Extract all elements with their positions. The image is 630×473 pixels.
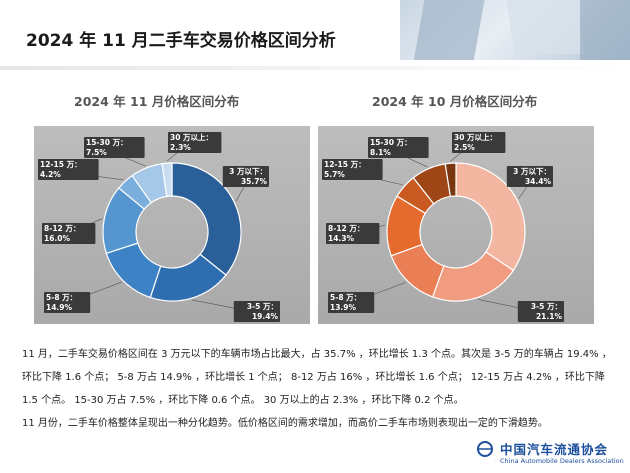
data-label-name-2: 5-8 万： [330,293,361,302]
data-label-6: 30 万以上：2.5% [452,132,506,153]
data-label-value-1: 21.1% [536,312,563,321]
data-label-box-6 [168,132,222,153]
cada-logo-icon [477,441,493,457]
description-paragraph-1: 11 月，二手车交易价格区间在 3 万元以下的车辆市场占比最大，占 35.7% … [22,349,612,406]
data-label-3: 8-12 万：14.3% [326,223,380,244]
data-label-value-2: 14.9% [46,303,73,312]
donut-slice-0 [455,162,526,272]
donut-slice-0 [171,162,242,276]
data-label-1: 3-5 万：19.4% [233,301,280,322]
data-label-name-4: 12-15 万： [324,160,366,169]
data-label-box-4 [322,159,383,180]
data-label-4: 12-15 万：5.7% [322,159,383,180]
data-label-0: 3 万以下：34.4% [506,166,553,187]
data-label-box-6 [452,132,506,153]
data-label-box-0 [506,166,553,187]
data-label-6: 30 万以上：2.3% [168,132,222,153]
data-label-name-0: 3 万以下： [229,167,267,176]
data-label-box-5 [368,137,429,158]
description: 11 月，二手车交易价格区间在 3 万元以下的车辆市场占比最大，占 35.7% … [22,343,612,435]
header-banner: 2024 年 11 月二手车交易价格区间分析 [0,0,630,72]
footer-org-name-en: China Automobile Dealers Association [500,457,624,465]
data-label-name-3: 8-12 万： [328,224,364,233]
chart-title-november: 2024 年 11 月价格区间分布 [74,94,240,109]
data-label-1: 3-5 万：21.1% [517,301,564,322]
data-label-2: 5-8 万：13.9% [328,292,375,313]
data-label-value-0: 35.7% [241,177,268,186]
data-label-value-0: 34.4% [525,177,552,186]
data-label-box-2 [328,292,375,313]
data-label-name-4: 12-15 万： [40,160,82,169]
data-label-name-0: 3 万以下： [513,167,551,176]
data-label-value-2: 13.9% [330,303,357,312]
data-label-value-3: 16.0% [44,234,71,243]
data-label-5: 15-30 万：7.5% [84,137,145,158]
data-label-name-1: 3-5 万： [247,302,278,311]
data-label-box-3 [326,223,380,244]
data-label-2: 5-8 万：14.9% [44,292,91,313]
donut-chart-october: 3 万以下：34.4% 3-5 万：21.1% 5-8 万：13.9% 8-12 万：… [322,132,564,322]
data-label-value-3: 14.3% [328,234,355,243]
data-label-value-5: 8.1% [370,148,391,157]
data-label-box-3 [42,223,96,244]
donut-slice-6 [444,162,457,198]
data-label-value-4: 4.2% [40,170,61,179]
data-label-value-6: 2.3% [170,143,191,152]
data-label-box-5 [84,137,145,158]
data-label-value-6: 2.5% [454,143,475,152]
page-title: 2024 年 11 月二手车交易价格区间分析 [26,31,336,51]
footer-org-name-cn: 中国汽车流通协会 [500,442,609,457]
data-label-0: 3 万以下：35.7% [222,166,269,187]
chart-panel-november: 3 万以下： 35.7% 3-5 万： 19.4% 5-8 万： 14.9% 8-12 万：… [34,126,310,324]
data-label-3: 8-12 万：16.0% [42,223,96,244]
data-label-4: 12-15 万：4.2% [38,159,99,180]
description-paragraph-2: 11 月份，二手车价格整体呈现出一种分化趋势。低价格区间的需求增加，而高价二手车… [22,418,548,429]
data-label-name-2: 5-8 万： [46,293,77,302]
data-label-name-5: 15-30 万： [86,138,128,147]
data-label-value-4: 5.7% [324,170,345,179]
data-label-value-5: 7.5% [86,148,107,157]
data-label-box-4 [38,159,99,180]
chart-title-october: 2024 年 10 月价格区间分布 [372,94,538,109]
data-label-5: 15-30 万：8.1% [368,137,429,158]
header-divider [0,66,630,70]
data-label-name-6: 30 万以上： [454,132,497,142]
donut-slice-6 [161,162,173,198]
header-photo [400,0,630,60]
data-label-name-3: 8-12 万： [44,224,80,233]
data-label-box-1 [233,301,280,322]
data-label-value-1: 19.4% [252,312,279,321]
data-label-name-6: 30 万以上： [170,132,213,142]
data-label-box-1 [517,301,564,322]
data-label-name-5: 15-30 万： [370,138,412,147]
donut-chart-november: 3 万以下：35.7% 3-5 万：19.4% 5-8 万：14.9% 8-12 万：… [38,132,280,322]
data-label-box-2 [44,292,91,313]
chart-panel-october: 3 万以下： 34.4% 3-5 万： 21.1% 5-8 万： 13.9% 8-12 万：… [318,126,594,324]
data-label-box-0 [222,166,269,187]
footer-brand: 中国汽车流通协会 China Automobile Dealers Associ… [474,438,624,472]
data-label-name-1: 3-5 万： [531,302,562,311]
